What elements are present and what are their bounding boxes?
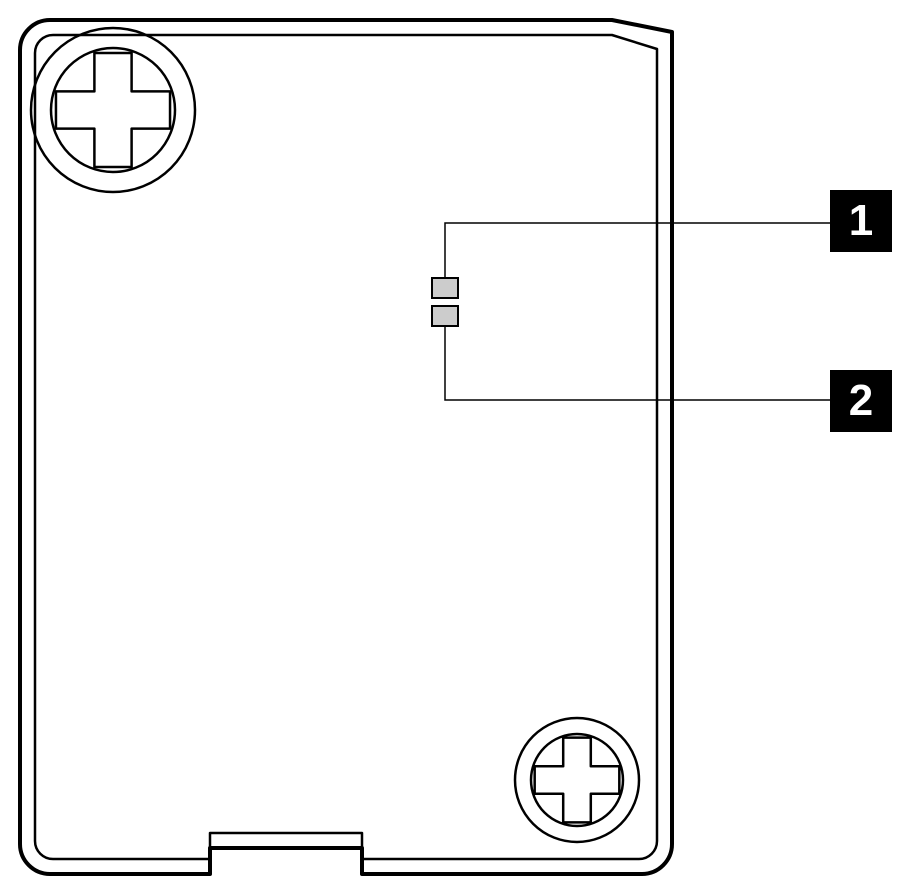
phillips-screw-icon: [31, 28, 195, 192]
callout-label: 1: [830, 190, 892, 252]
panel-outer-outline: [20, 20, 672, 874]
callout-label: 2: [830, 370, 892, 432]
callout-leader: [445, 326, 830, 400]
diagram-canvas: 12: [0, 0, 902, 885]
callout-leader: [445, 223, 830, 278]
diagram-svg: [0, 0, 902, 885]
phillips-screw-icon: [515, 718, 639, 842]
led-1: [432, 278, 458, 298]
led-2: [432, 306, 458, 326]
